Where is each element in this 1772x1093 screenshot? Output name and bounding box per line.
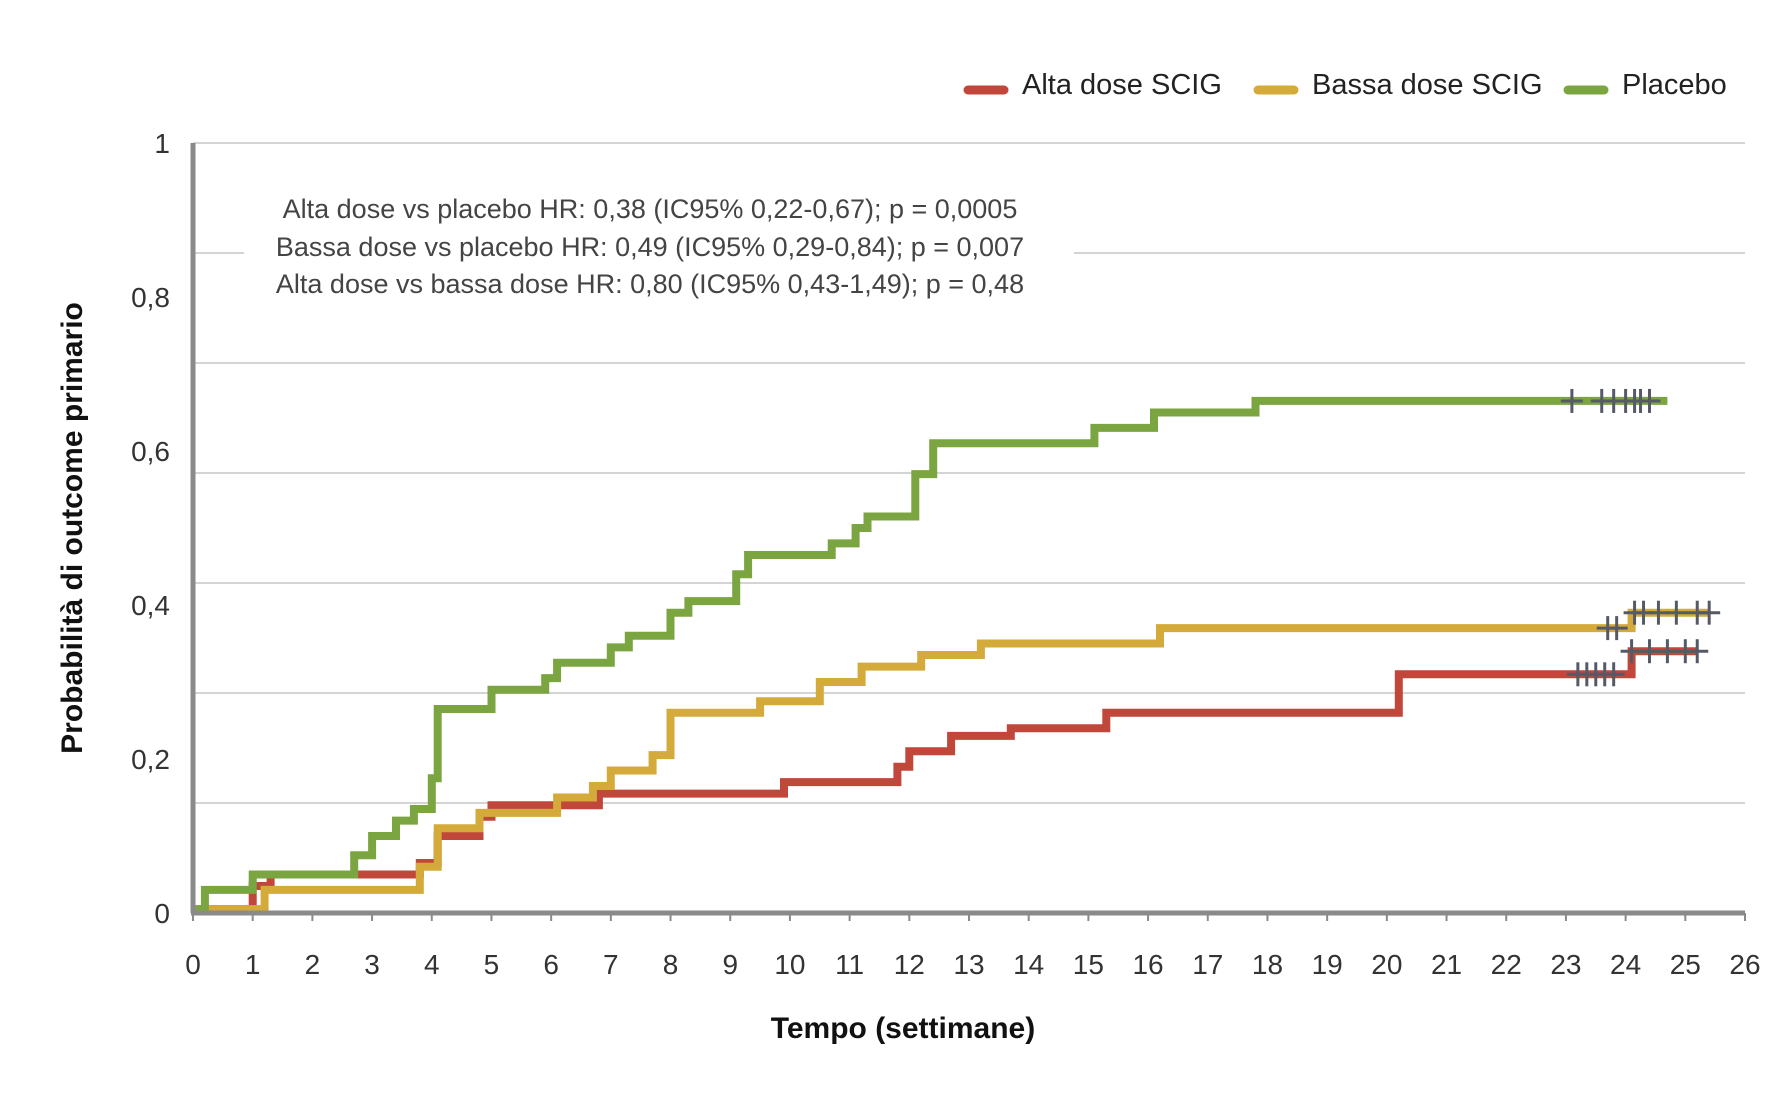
annotation-block: Alta dose vs placebo HR: 0,38 (IC95% 0,2…	[276, 194, 1024, 299]
annotation-line-3: Alta dose vs bassa dose HR: 0,80 (IC95% …	[276, 269, 1024, 299]
x-tick-label-16: 16	[1132, 949, 1163, 980]
y-axis-ticks: 0 0,2 0,4 0,6 0,8 1	[131, 128, 170, 929]
x-tick-label-10: 10	[774, 949, 805, 980]
annotation-line-2: Bassa dose vs placebo HR: 0,49 (IC95% 0,…	[276, 232, 1024, 262]
annotation-background	[244, 176, 1074, 306]
series-line-2	[193, 396, 1668, 914]
y-axis-title: Probabilità di outcome primario	[56, 302, 89, 754]
annotation-line-1: Alta dose vs placebo HR: 0,38 (IC95% 0,2…	[283, 194, 1018, 224]
x-tick-label-4: 4	[424, 949, 440, 980]
x-tick-label-13: 13	[953, 949, 984, 980]
x-tick-label-8: 8	[663, 949, 679, 980]
x-tick-label-20: 20	[1371, 949, 1402, 980]
x-tick-label-1: 1	[245, 949, 261, 980]
x-tick-label-18: 18	[1252, 949, 1283, 980]
x-tick-label-14: 14	[1013, 949, 1044, 980]
y-tick-label-4: 0,8	[131, 282, 170, 313]
x-tick-label-23: 23	[1550, 949, 1581, 980]
legend-label-bassa-dose: Bassa dose SCIG	[1312, 69, 1543, 101]
x-tick-label-21: 21	[1431, 949, 1462, 980]
legend: Alta dose SCIG Bassa dose SCIG Placebo	[963, 69, 1727, 101]
y-tick-label-1: 0,2	[131, 744, 170, 775]
series-lines	[193, 396, 1710, 914]
y-tick-label-3: 0,6	[131, 436, 170, 467]
x-tick-label-9: 9	[722, 949, 738, 980]
y-tick-label-5: 1	[154, 128, 170, 159]
x-tick-label-2: 2	[305, 949, 321, 980]
censor-marks	[1560, 388, 1721, 687]
x-tick-label-17: 17	[1192, 949, 1223, 980]
legend-label-placebo: Placebo	[1622, 69, 1727, 101]
series-line-1	[193, 608, 1710, 914]
x-tick-label-25: 25	[1670, 949, 1701, 980]
x-tick-label-26: 26	[1729, 949, 1760, 980]
y-tick-label-0: 0	[154, 898, 170, 929]
x-axis-title: Tempo (settimane)	[771, 1012, 1035, 1045]
x-tick-label-7: 7	[603, 949, 619, 980]
y-tick-label-2: 0,4	[131, 590, 170, 621]
x-tick-label-5: 5	[484, 949, 500, 980]
x-tick-label-6: 6	[543, 949, 559, 980]
x-tick-label-3: 3	[364, 949, 380, 980]
x-tick-label-0: 0	[185, 949, 201, 980]
x-tick-label-15: 15	[1073, 949, 1104, 980]
x-tick-label-22: 22	[1491, 949, 1522, 980]
x-axis-ticks: 0 1 2 3 4 5 6 7 8 9 10 11 12 13 14 15 16 17 18 19 20 21 22 23 24…	[185, 913, 1761, 980]
x-tick-label-12: 12	[894, 949, 925, 980]
legend-label-alta-dose: Alta dose SCIG	[1022, 69, 1222, 101]
x-tick-label-24: 24	[1610, 949, 1641, 980]
x-tick-label-19: 19	[1312, 949, 1343, 980]
x-tick-label-11: 11	[835, 949, 864, 980]
